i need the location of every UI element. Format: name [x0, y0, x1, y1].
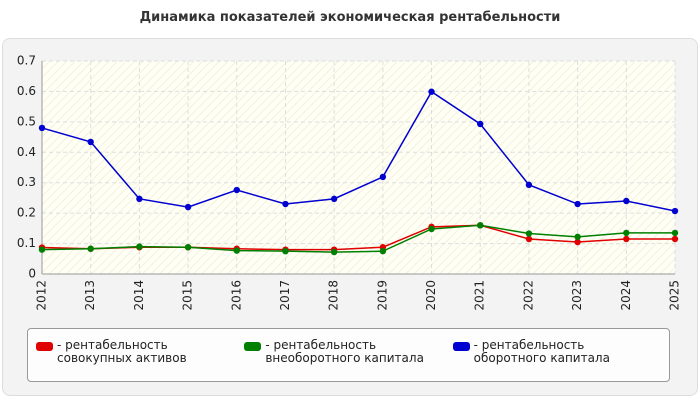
series-line [41, 90, 676, 212]
point [379, 173, 387, 181]
point [477, 222, 484, 229]
point [87, 138, 94, 146]
legend-label: - рентабельность совокупных активов [57, 338, 187, 365]
point [233, 247, 240, 254]
point [623, 235, 630, 243]
x-tick-label: 2022 [521, 280, 535, 311]
point [38, 246, 46, 253]
x-tick-label: 2018 [327, 280, 341, 311]
legend-swatch [452, 342, 470, 351]
x-tick-label: 2021 [473, 280, 487, 311]
legend-label: - рентабельность оборотного капитала [473, 338, 610, 365]
x-tick-label: 2019 [375, 280, 389, 311]
legend-item: - рентабельность внеоборотного капитала [244, 339, 452, 381]
x-tick-label: 2016 [229, 280, 243, 311]
y-tick-label: 0.2 [17, 206, 36, 220]
point [671, 207, 679, 215]
point [282, 247, 289, 255]
point [623, 197, 630, 205]
point [623, 229, 630, 237]
point [574, 200, 581, 208]
point [38, 124, 46, 132]
chart-title: Динамика показателей экономическая рента… [139, 10, 561, 25]
point [136, 243, 143, 250]
y-tick-label: 0 [28, 267, 36, 281]
x-tick-label: 2012 [35, 280, 49, 311]
legend: - рентабельность совокупных активов - рен… [27, 328, 670, 382]
legend-swatch [36, 342, 53, 351]
point [136, 195, 143, 203]
legend-item: - рентабельность совокупных активов [36, 339, 244, 381]
x-tick-label: 2013 [83, 280, 97, 311]
x-tick-label: 2014 [132, 280, 146, 311]
point [184, 203, 192, 211]
x-tick-label: 2023 [570, 280, 584, 311]
legend-swatch [244, 342, 262, 351]
y-tick-label: 0.6 [17, 84, 36, 98]
point [477, 120, 484, 128]
x-tick-label: 2025 [668, 280, 682, 311]
point [525, 181, 533, 189]
point [671, 235, 679, 243]
x-tick-label: 2015 [181, 280, 195, 311]
x-tick-label: 2020 [424, 280, 438, 311]
y-tick-label: 0.7 [17, 54, 36, 68]
point [330, 195, 338, 203]
x-tick-label: 2024 [619, 280, 633, 311]
y-tick-label: 0.4 [17, 145, 36, 159]
point [428, 225, 435, 233]
y-tick-label: 0.1 [17, 236, 36, 250]
point [87, 245, 94, 252]
point [379, 247, 387, 255]
y-tick-label: 0.5 [17, 114, 36, 128]
point [525, 235, 533, 243]
point [574, 238, 581, 246]
point [233, 186, 240, 194]
x-tick-label: 2017 [278, 280, 292, 311]
point [525, 230, 533, 237]
plot-area [42, 61, 675, 274]
legend-label: - рентабельность внеоборотного капитала [265, 338, 424, 365]
series-line [41, 224, 675, 253]
point [330, 248, 338, 256]
point [671, 229, 679, 237]
legend-item: - рентабельность оборотного капитала [452, 338, 661, 381]
point [282, 200, 289, 208]
point [184, 244, 192, 251]
point [428, 88, 435, 95]
point [574, 233, 581, 241]
y-tick-label: 0.3 [17, 175, 36, 189]
